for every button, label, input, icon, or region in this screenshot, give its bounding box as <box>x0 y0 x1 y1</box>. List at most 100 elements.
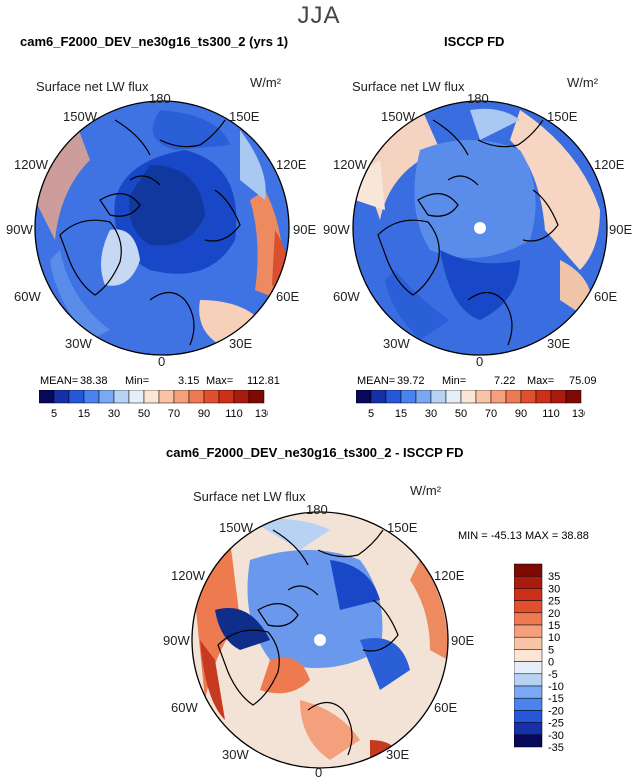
diff-colorbar-tick-label: -30 <box>548 730 564 742</box>
diff-colorbar-swatch <box>513 722 543 736</box>
right-colorbar-swatch <box>565 389 582 404</box>
left-coastlines <box>59 119 241 346</box>
diff-colorbar-swatch <box>513 575 543 589</box>
left-colorbar-tick-label: 30 <box>108 408 120 420</box>
left-lon-90w: 90W <box>6 222 33 237</box>
right-panel-title: ISCCP FD <box>444 34 505 49</box>
right-min-value: 7.22 <box>494 375 516 387</box>
left-colorbar-swatch <box>113 389 130 404</box>
right-min-label: Min= <box>442 375 467 387</box>
diff-colorbar-swatch <box>513 697 543 711</box>
right-colorbar-swatch <box>490 389 507 404</box>
diff-colorbar-tick-label: 30 <box>548 583 560 595</box>
right-lon-60w: 60W <box>333 289 360 304</box>
right-colorbar-swatch <box>475 389 492 404</box>
left-colorbar-swatch <box>233 389 250 404</box>
right-max-value: 75.09 <box>569 375 597 387</box>
diff-lon-0: 0 <box>315 765 323 780</box>
diff-colorbar-swatch <box>513 649 543 662</box>
right-colorbar-swatch <box>445 389 462 404</box>
diff-colorbar-swatch <box>513 710 543 723</box>
diff-lon-30w: 30W <box>222 747 249 762</box>
diff-lon-150e: 150E <box>387 520 418 535</box>
left-colorbar-swatch <box>218 389 235 404</box>
left-min-label: Min= <box>125 375 150 387</box>
diff-colorbar-tick-label: 0 <box>548 657 554 669</box>
left-lon-120e: 120E <box>276 157 307 172</box>
diff-lon-30e: 30E <box>386 747 410 762</box>
right-lon-90e: 90E <box>609 222 633 237</box>
left-units: W/m² <box>250 75 282 90</box>
season-title: JJA <box>297 2 341 29</box>
right-colorbar-swatch <box>550 389 567 404</box>
diff-colorbar-tick-label: -15 <box>548 693 564 705</box>
diff-colorbar-tick-label: 5 <box>548 644 554 656</box>
left-colorbar-tick-label: 130 <box>255 408 268 420</box>
left-colorbar-swatch <box>68 389 85 404</box>
diff-colorbar-tick-label: -20 <box>548 705 564 717</box>
right-lon-120e: 120E <box>594 157 625 172</box>
left-colorbar-swatch <box>83 389 100 404</box>
left-colorbar-tick-label: 90 <box>198 408 210 420</box>
left-lon-180: 180 <box>149 91 171 106</box>
right-colorbar-tick-label: 30 <box>425 408 437 420</box>
diff-variable-name: Surface net LW flux <box>193 489 306 504</box>
diff-colorbar-swatch <box>513 563 543 577</box>
left-mean-value: 38.38 <box>80 375 108 387</box>
right-colorbar-swatch <box>400 389 417 404</box>
right-lon-90w: 90W <box>323 222 350 237</box>
left-variable-name: Surface net LW flux <box>36 79 149 94</box>
diff-coastlines <box>217 529 399 756</box>
diff-colorbar-swatch <box>513 661 543 675</box>
right-units: W/m² <box>567 75 599 90</box>
diff-colorbar-tick-label: 35 <box>548 571 560 583</box>
right-lon-30w: 30W <box>383 336 410 351</box>
diff-minmax: MIN = -45.13 MAX = 38.88 <box>458 530 589 542</box>
left-lon-120w: 120W <box>14 157 48 172</box>
diff-panel-title: cam6_F2000_DEV_ne30g16_ts300_2 - ISCCP F… <box>166 445 464 460</box>
right-colorbar-swatch <box>520 389 537 404</box>
right-lon-60e: 60E <box>594 289 618 304</box>
right-mean-value: 39.72 <box>397 375 425 387</box>
right-colorbar-swatch <box>415 389 432 404</box>
left-colorbar-swatch <box>158 389 175 404</box>
left-mean-label: MEAN= <box>40 375 79 387</box>
left-map <box>35 101 289 355</box>
right-colorbar-swatch <box>385 389 402 404</box>
left-lon-0: 0 <box>158 354 166 369</box>
left-colorbar-swatch <box>143 389 160 404</box>
diff-colorbar-tick-label: 15 <box>548 620 560 632</box>
right-lon-150w: 150W <box>381 109 415 124</box>
left-colorbar-swatch <box>98 389 115 404</box>
diff-lon-120w: 120W <box>171 568 205 583</box>
right-lon-180: 180 <box>467 91 489 106</box>
diff-colorbar-tick-label: -10 <box>548 681 564 693</box>
diff-colorbar-tick-label: -25 <box>548 718 564 730</box>
left-max-label: Max= <box>206 375 234 387</box>
right-mean-label: MEAN= <box>357 375 396 387</box>
left-lon-60e: 60E <box>276 289 300 304</box>
left-lon-150e: 150E <box>229 109 260 124</box>
diff-lon-90e: 90E <box>451 633 475 648</box>
right-pole-mask <box>474 222 486 234</box>
diff-colorbar-tick-label: 20 <box>548 608 560 620</box>
right-coastlines <box>377 119 559 346</box>
right-colorbar-tick-label: 110 <box>542 408 560 420</box>
right-colorbar: 5 15 30 50 70 90 110 130 <box>355 389 590 427</box>
diff-lon-90w: 90W <box>163 633 190 648</box>
left-colorbar-swatch <box>203 389 220 404</box>
right-map <box>353 101 607 355</box>
diff-pole-mask <box>314 634 326 646</box>
right-lon-150e: 150E <box>547 109 578 124</box>
diff-lon-150w: 150W <box>219 520 253 535</box>
diff-lon-120e: 120E <box>434 568 465 583</box>
right-colorbar-tick-label: 5 <box>368 408 374 420</box>
diff-colorbar-swatch <box>513 612 543 626</box>
left-colorbar-swatch <box>173 389 190 404</box>
diff-colorbar-swatch <box>513 636 543 650</box>
left-colorbar-tick-label: 15 <box>78 408 90 420</box>
right-colorbar-swatch <box>355 389 372 404</box>
right-colorbar-swatch <box>460 389 477 404</box>
diff-colorbar: 35 30 25 20 15 10 5 0 -5 -10 -15 -20 -25 -30 -35 <box>513 562 584 772</box>
diff-colorbar-swatch <box>513 624 543 638</box>
